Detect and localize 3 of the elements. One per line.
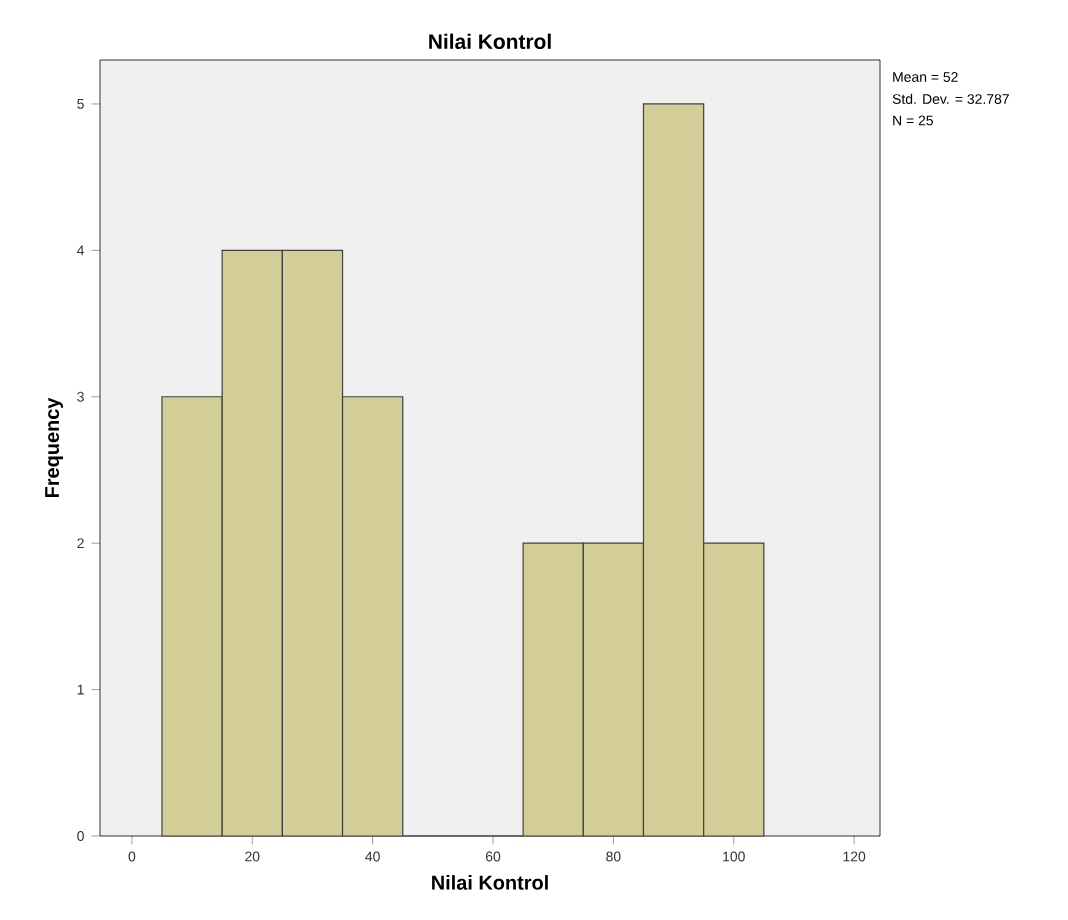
x-axis-title: Nilai Kontrol [432,875,548,890]
chart-title: Nilai Kontrol [429,33,551,50]
y-axis-title: Frequency [45,397,64,498]
